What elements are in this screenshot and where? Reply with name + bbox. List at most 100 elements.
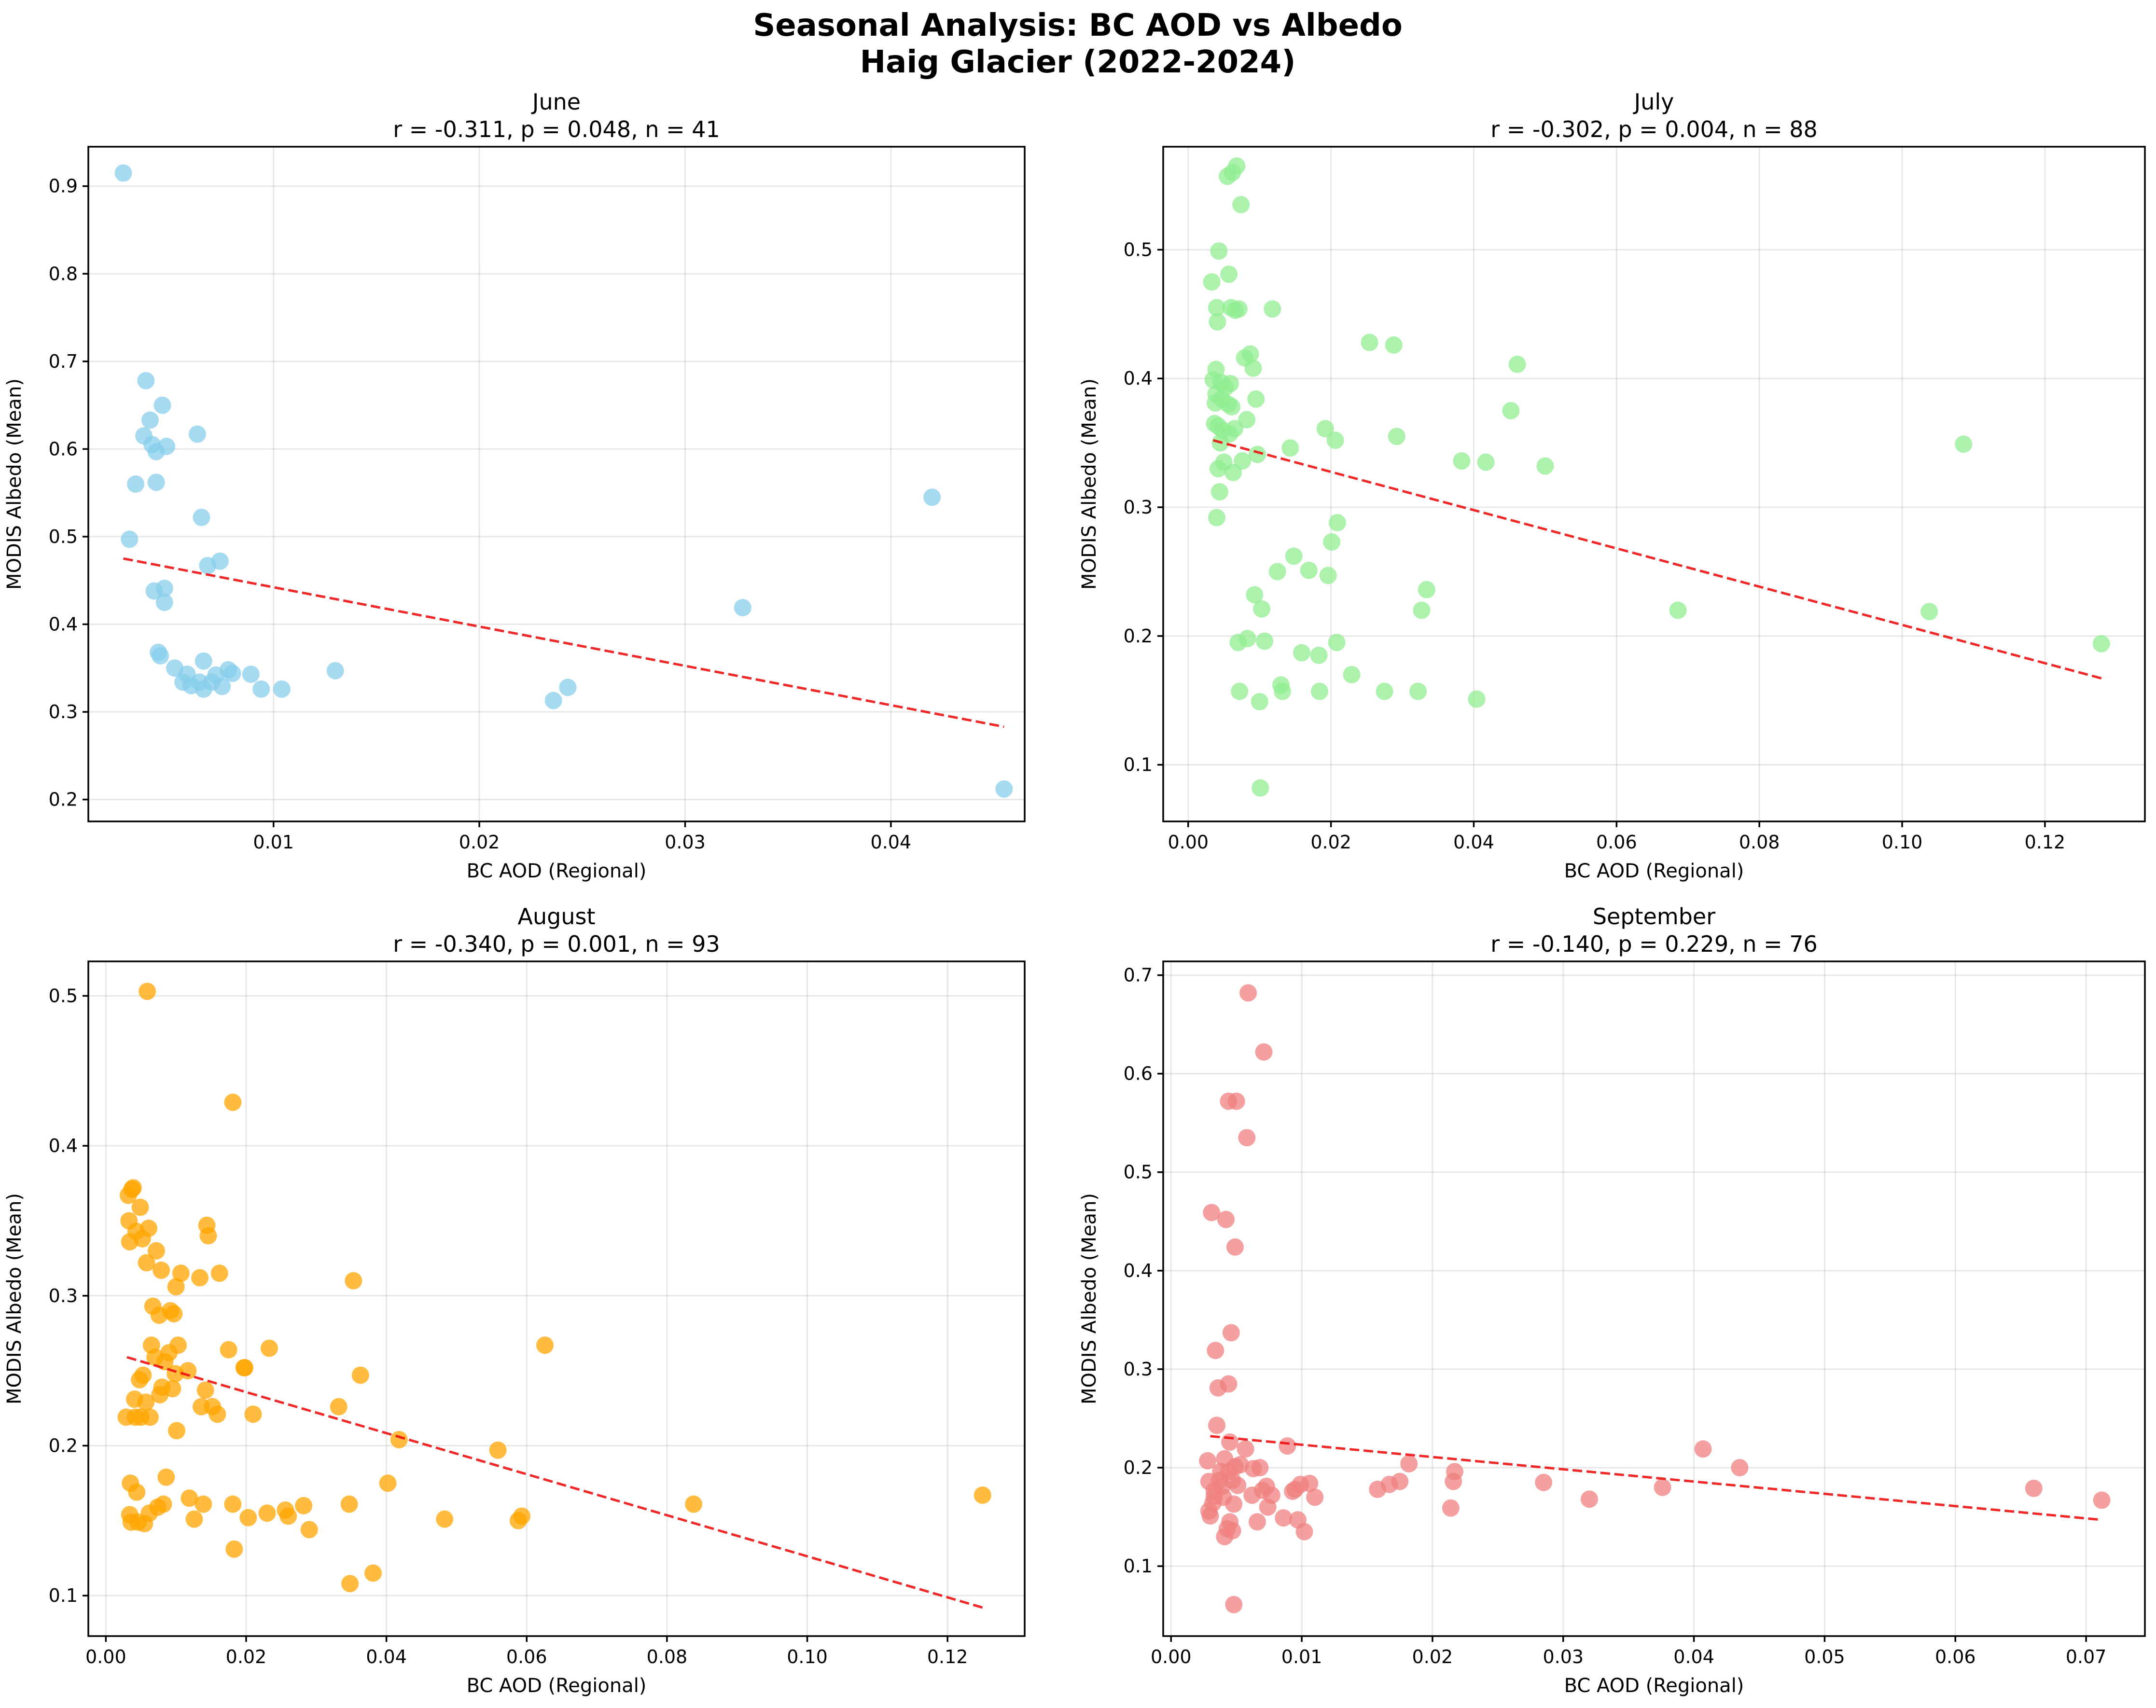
data-point (2093, 1491, 2111, 1509)
data-point (1209, 313, 1226, 331)
data-point (489, 1441, 507, 1459)
data-point (1731, 1459, 1749, 1477)
data-point (153, 396, 171, 414)
data-point (1295, 1523, 1313, 1541)
data-point (1418, 581, 1435, 598)
data-point (1241, 345, 1259, 363)
x-tick-label: 0.01 (1281, 1646, 1322, 1667)
data-point (165, 1305, 183, 1323)
data-point (158, 437, 176, 455)
data-point (1227, 1092, 1245, 1110)
data-point (1310, 682, 1328, 700)
data-point (213, 678, 231, 695)
data-point (210, 1264, 228, 1282)
panel-stats: r = -0.302, p = 0.004, n = 88 (1490, 116, 1818, 142)
x-axis-label: BC AOD (Regional) (467, 860, 647, 882)
data-point (185, 1510, 203, 1528)
data-point (1225, 420, 1243, 438)
data-point (1343, 666, 1361, 683)
x-tick-label: 0.04 (871, 832, 912, 853)
data-point (1222, 1324, 1240, 1342)
data-point (1256, 632, 1274, 650)
x-tick-label: 0.02 (1310, 832, 1351, 853)
data-point (1222, 375, 1239, 392)
data-point (225, 1540, 243, 1558)
x-tick-label: 0.03 (665, 832, 706, 853)
x-tick-label: 0.04 (1453, 832, 1494, 853)
data-point (1442, 1499, 1460, 1517)
x-tick-label: 0.05 (1804, 1646, 1845, 1667)
data-point (1477, 453, 1495, 471)
data-point (172, 1264, 190, 1282)
plot-frame (87, 960, 1026, 1637)
data-point (1249, 445, 1266, 463)
data-point (1281, 439, 1299, 457)
data-point (153, 1261, 170, 1279)
data-point (211, 552, 229, 570)
data-point (2025, 1479, 2043, 1497)
data-point (147, 1242, 165, 1260)
data-point (154, 1495, 172, 1513)
figure-title-line2: Haig Glacier (2022-2024) (860, 44, 1296, 80)
data-point (139, 1219, 157, 1237)
data-point (1920, 603, 1938, 621)
data-point (1225, 1596, 1243, 1613)
plot-frame (87, 146, 1026, 822)
data-point (1391, 1472, 1409, 1490)
data-point (1217, 1210, 1235, 1228)
data-point (1224, 1522, 1241, 1540)
data-point (1385, 336, 1403, 354)
data-point (326, 662, 344, 680)
x-tick-label: 0.12 (2025, 832, 2066, 853)
data-point (155, 580, 173, 597)
data-point (340, 1495, 358, 1513)
data-point (236, 1359, 254, 1376)
data-point (224, 1495, 242, 1513)
data-point (295, 1497, 313, 1514)
data-point (995, 780, 1013, 798)
y-tick-label: 0.7 (1124, 965, 1153, 986)
data-point (1409, 682, 1427, 700)
y-tick-label: 0.3 (1124, 1359, 1153, 1380)
data-point (1268, 563, 1286, 581)
data-point (1238, 1129, 1256, 1147)
data-point (195, 1495, 212, 1513)
data-point (1293, 644, 1310, 662)
data-point (1251, 1459, 1269, 1477)
data-point (974, 1486, 991, 1504)
y-tick-label: 0.3 (1124, 497, 1153, 518)
data-point (1310, 646, 1328, 664)
x-tick-label: 0.10 (1882, 832, 1923, 853)
data-point (1203, 1204, 1221, 1222)
data-point (1208, 509, 1225, 527)
data-point (1446, 1463, 1463, 1481)
y-axis-label: MODIS Albedo (Mean) (1078, 378, 1100, 590)
data-point (1251, 693, 1268, 710)
trend-line (123, 557, 1004, 728)
data-point (1225, 1495, 1243, 1513)
x-tick-label: 0.03 (1543, 1646, 1584, 1667)
data-point (244, 1405, 262, 1423)
data-point (536, 1336, 554, 1354)
data-point (1203, 273, 1221, 291)
y-tick-label: 0.2 (1124, 1457, 1153, 1478)
x-tick-label: 0.06 (1596, 832, 1637, 853)
data-point (1237, 1440, 1254, 1458)
x-tick-label: 0.12 (927, 1646, 968, 1667)
x-tick-label: 0.00 (85, 1646, 126, 1667)
data-point (1252, 779, 1269, 797)
data-point (220, 1341, 237, 1359)
y-tick-label: 0.5 (1124, 1162, 1153, 1183)
data-point (137, 372, 155, 389)
data-point (1326, 431, 1344, 449)
data-point (1275, 1509, 1293, 1527)
x-tick-label: 0.02 (226, 1646, 267, 1667)
y-tick-label: 0.3 (49, 1285, 78, 1306)
data-point (390, 1431, 408, 1449)
data-point (152, 647, 169, 665)
x-tick-label: 0.06 (1935, 1646, 1976, 1667)
data-point (164, 1380, 181, 1398)
data-point (734, 598, 751, 616)
data-point (1238, 411, 1256, 429)
data-point (364, 1564, 382, 1582)
